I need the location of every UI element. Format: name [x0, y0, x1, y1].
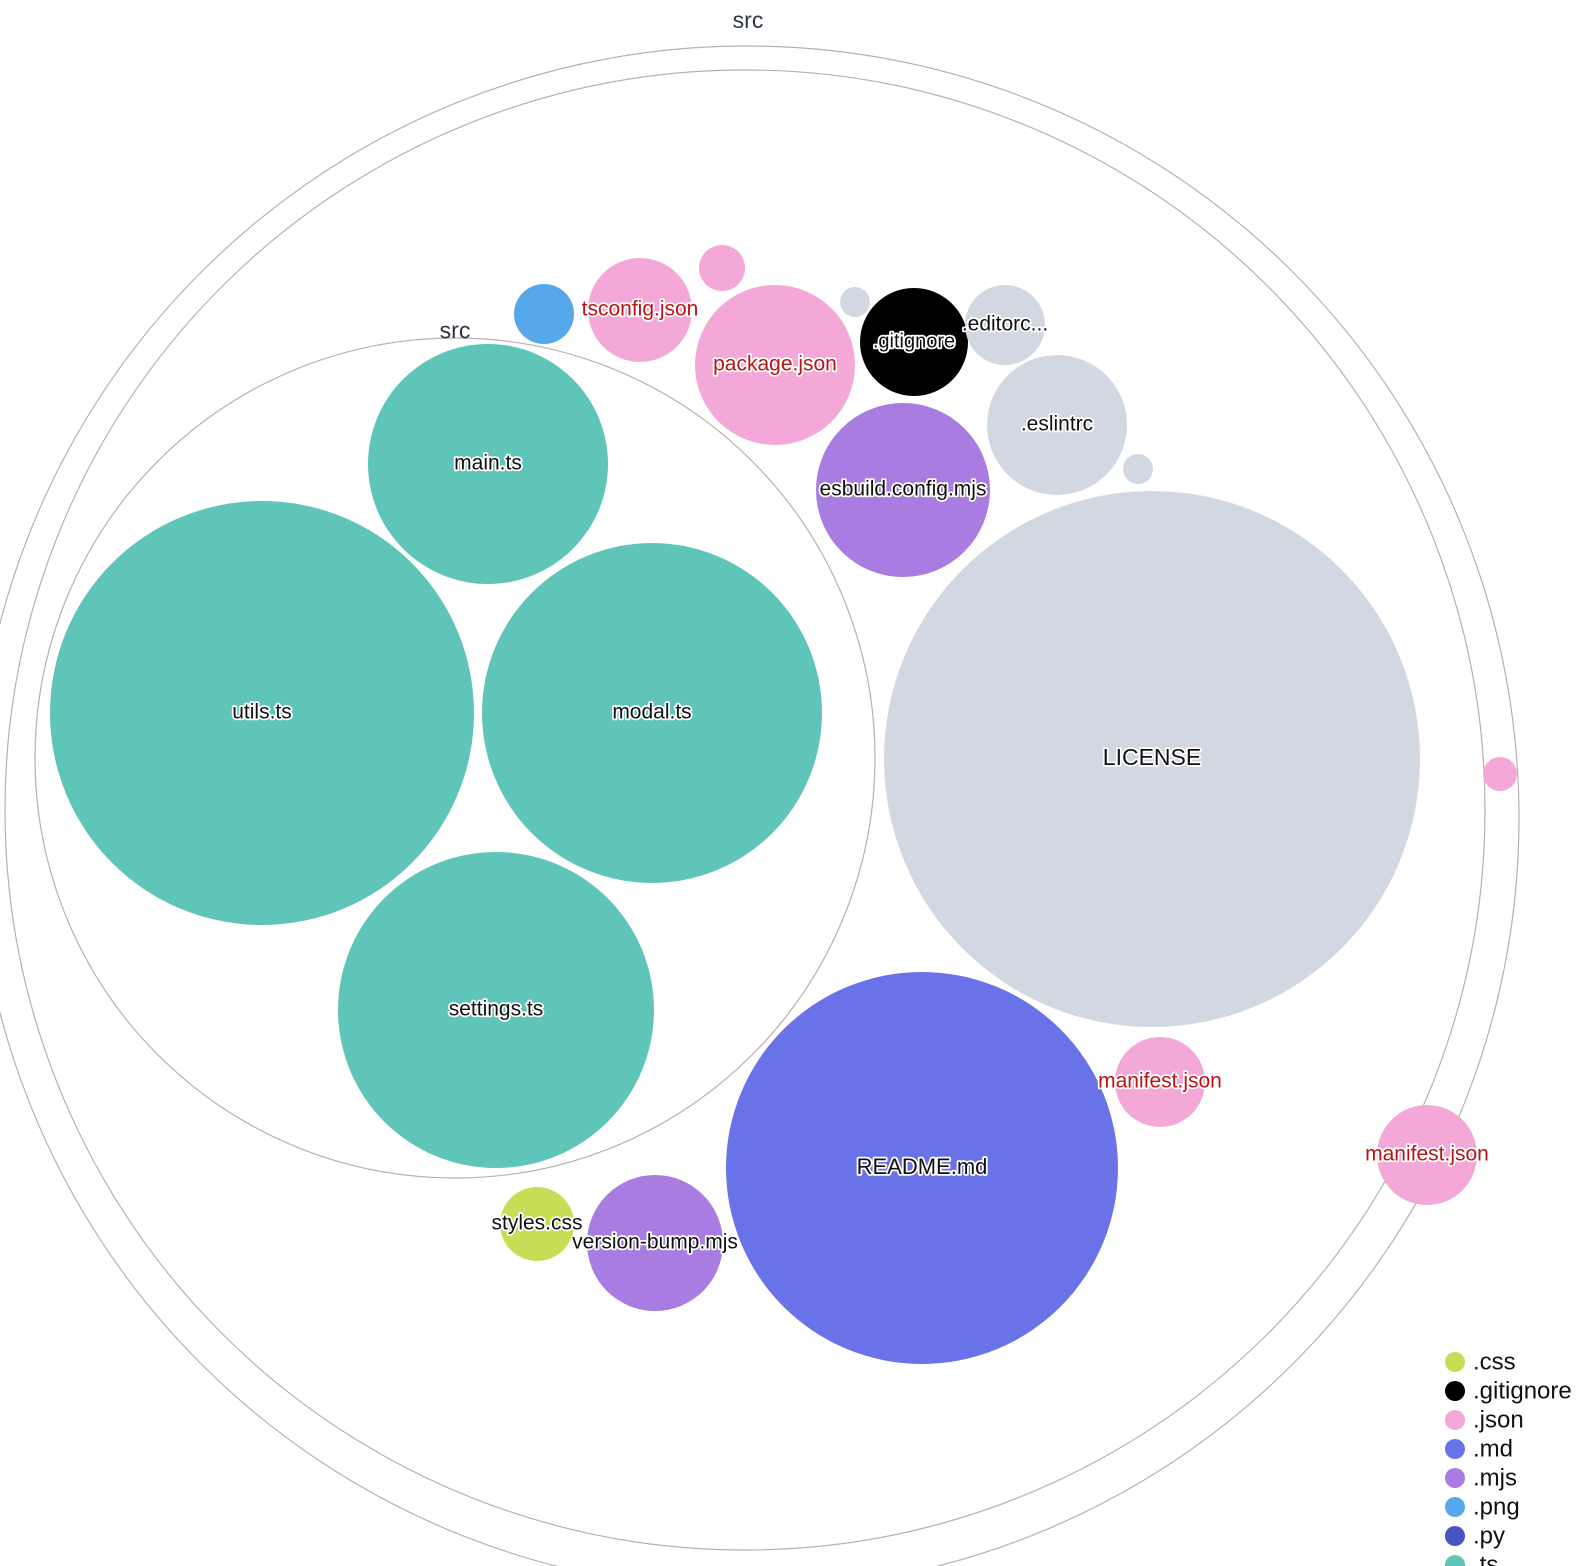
file-label: utils.ts — [232, 701, 292, 724]
file-circle[interactable] — [1123, 454, 1153, 484]
file-circle[interactable] — [695, 285, 855, 445]
file-node[interactable]: .eslintrc — [987, 355, 1127, 495]
file-circle[interactable] — [726, 972, 1118, 1364]
file-node[interactable]: main.ts — [368, 344, 608, 584]
legend-item[interactable]: .mjs — [1445, 1464, 1517, 1491]
file-node[interactable]: README.md — [726, 972, 1118, 1364]
file-node[interactable]: .editorc... — [960, 285, 1050, 365]
file-circle[interactable] — [50, 501, 474, 925]
file-label: settings.ts — [449, 998, 544, 1021]
file-label: .editorc... — [962, 313, 1048, 336]
file-label: .eslintrc — [1021, 413, 1093, 436]
file-node[interactable]: version-bump.mjs — [570, 1175, 740, 1311]
file-node[interactable]: esbuild.config.mjs — [816, 403, 990, 577]
file-label: manifest.json — [1098, 1070, 1222, 1093]
boundary-middle-ring — [4, 69, 1486, 1551]
file-node[interactable]: package.json — [695, 285, 855, 445]
file-label: package.json — [713, 353, 837, 376]
file-node[interactable]: modal.ts — [482, 543, 822, 883]
legend-label: .png — [1473, 1493, 1520, 1520]
file-circle[interactable] — [587, 1175, 723, 1311]
legend-swatch-icon — [1445, 1468, 1465, 1488]
legend-label: .json — [1473, 1406, 1524, 1433]
file-circle[interactable] — [482, 543, 822, 883]
file-circle[interactable] — [338, 852, 654, 1168]
file-node[interactable] — [840, 287, 870, 317]
file-node[interactable]: LICENSE — [884, 491, 1420, 1027]
dir-label-src: src — [733, 7, 764, 33]
legend-swatch-icon — [1445, 1526, 1465, 1546]
boundary-inner-ring — [34, 337, 876, 1179]
boundary-rings — [0, 45, 1520, 1566]
directory-labels: srcinterface/obsidiansrc — [439, 7, 764, 343]
file-label: main.ts — [454, 452, 522, 475]
file-circle[interactable] — [699, 245, 745, 291]
legend-item[interactable]: .py — [1445, 1522, 1505, 1549]
file-circle[interactable] — [884, 491, 1420, 1027]
legend-swatch-icon — [1445, 1439, 1465, 1459]
legend-item[interactable]: .css — [1445, 1348, 1516, 1375]
file-circle[interactable] — [500, 1187, 574, 1261]
file-circle[interactable] — [840, 287, 870, 317]
file-node[interactable] — [699, 245, 745, 291]
file-label: version-bump.mjs — [572, 1231, 738, 1254]
legend-swatch-icon — [1445, 1555, 1465, 1566]
file-circles[interactable]: utils.ts modal.ts settings.ts main.ts LICENS… — [50, 245, 1517, 1364]
legend-item[interactable]: .json — [1445, 1406, 1524, 1433]
legend-label: .md — [1473, 1435, 1513, 1462]
legend-item[interactable]: .png — [1445, 1493, 1520, 1520]
boundary-outer-ring — [0, 45, 1520, 1566]
legend-label: .ts — [1473, 1551, 1498, 1566]
file-circle[interactable] — [588, 258, 692, 362]
file-node[interactable]: tsconfig.json — [580, 258, 700, 362]
file-node[interactable]: manifest.json — [1096, 1037, 1224, 1127]
file-node[interactable]: .gitignore — [860, 288, 968, 396]
file-node[interactable] — [1123, 454, 1153, 484]
file-label: modal.ts — [612, 701, 691, 724]
file-circle[interactable] — [1377, 1105, 1477, 1205]
file-circle[interactable] — [987, 355, 1127, 495]
file-label: styles.css — [491, 1212, 582, 1235]
legend-item[interactable]: .gitignore — [1445, 1377, 1572, 1404]
file-circle[interactable] — [1483, 757, 1517, 791]
legend-label: .mjs — [1473, 1464, 1517, 1491]
legend-label: .css — [1473, 1348, 1516, 1375]
legend-swatch-icon — [1445, 1381, 1465, 1401]
legend-swatch-icon — [1445, 1497, 1465, 1517]
file-circle[interactable] — [816, 403, 990, 577]
file-label: README.md — [857, 1154, 988, 1179]
legend-item[interactable]: .md — [1445, 1435, 1513, 1462]
file-circle[interactable] — [368, 344, 608, 584]
legend-swatch-icon — [1445, 1410, 1465, 1430]
file-node[interactable]: styles.css — [490, 1187, 584, 1261]
file-circle[interactable] — [965, 285, 1045, 365]
file-node[interactable]: manifest.json — [1363, 1105, 1491, 1205]
legend-swatch-icon — [1445, 1352, 1465, 1372]
file-label: esbuild.config.mjs — [820, 478, 987, 501]
file-circle[interactable] — [860, 288, 968, 396]
dir-label-src-inner: src — [439, 317, 470, 343]
file-node[interactable] — [514, 284, 574, 344]
file-node[interactable]: settings.ts — [338, 852, 654, 1168]
file-node[interactable]: utils.ts — [50, 501, 474, 925]
file-label: LICENSE — [1103, 744, 1201, 770]
legend-label: .py — [1473, 1522, 1505, 1549]
extension-legend[interactable]: .css.gitignore.json.md.mjs.png.py .ts — [1445, 1348, 1572, 1566]
file-circle[interactable] — [514, 284, 574, 344]
legend-item[interactable]: .ts — [1445, 1551, 1498, 1566]
file-label: manifest.json — [1365, 1143, 1489, 1166]
file-circle[interactable] — [1115, 1037, 1205, 1127]
file-label: tsconfig.json — [582, 298, 699, 321]
legend-label: .gitignore — [1473, 1377, 1572, 1404]
file-label: .gitignore — [873, 330, 955, 352]
file-node[interactable] — [1483, 757, 1517, 791]
